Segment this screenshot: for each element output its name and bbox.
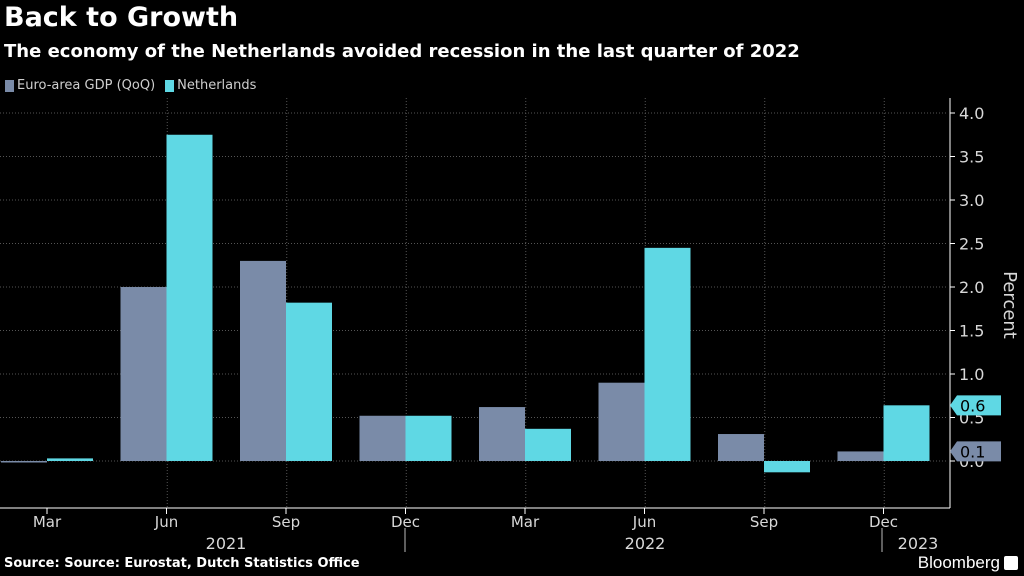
y-tick-label: 2.0	[959, 278, 984, 297]
y-tick-label: 2.5	[959, 235, 984, 254]
y-axis-title: Percent	[999, 271, 1020, 339]
x-tick-label: Dec	[869, 513, 898, 531]
bar-netherlands	[166, 134, 213, 461]
last-value-tag	[950, 441, 1001, 462]
bar-euro	[479, 407, 525, 461]
y-tick-label: 3.0	[959, 191, 984, 210]
bar-euro	[598, 382, 645, 461]
chart-title: Back to Growth	[4, 2, 239, 33]
y-tick-label: 4.0	[959, 104, 984, 123]
y-tick-label: 1.5	[959, 322, 984, 341]
brand-square-icon	[1004, 556, 1018, 570]
bar-netherlands	[47, 458, 93, 461]
bar-euro	[240, 260, 286, 461]
bar-netherlands	[644, 247, 691, 461]
legend-item-netherlands: Netherlands	[165, 78, 256, 93]
bar-netherlands	[286, 302, 332, 461]
bar-euro	[718, 434, 764, 461]
chart-subtitle: The economy of the Netherlands avoided r…	[4, 41, 800, 62]
bar-euro	[837, 451, 884, 461]
last-value-label: 0.1	[960, 442, 985, 461]
last-value-label: 0.6	[960, 396, 985, 415]
year-label: 2021	[206, 534, 247, 553]
legend-swatch-euro	[5, 79, 14, 92]
legend-label-euro: Euro-area GDP (QoQ)	[17, 78, 156, 93]
bar-euro	[359, 415, 406, 461]
legend-label-netherlands: Netherlands	[177, 78, 257, 93]
x-tick-label: Dec	[391, 513, 420, 531]
bar-netherlands	[405, 415, 452, 461]
y-tick-label: 1.0	[959, 365, 984, 384]
source-note: Source: Source: Eurostat, Dutch Statisti…	[4, 556, 360, 571]
bar-netherlands	[764, 461, 810, 473]
x-tick-label: Mar	[33, 513, 62, 531]
y-tick-label: 3.5	[959, 148, 984, 167]
legend-item-euro: Euro-area GDP (QoQ)	[5, 78, 155, 93]
bar-netherlands	[525, 428, 571, 461]
year-label: 2022	[625, 534, 666, 553]
x-tick-label: Sep	[272, 513, 300, 531]
x-tick-label: Jun	[632, 513, 656, 531]
legend: Euro-area GDP (QoQ) Netherlands	[5, 78, 266, 93]
last-value-tag	[950, 395, 1001, 416]
bar-netherlands	[883, 405, 930, 461]
x-tick-label: Sep	[750, 513, 778, 531]
x-tick-label: Jun	[154, 513, 178, 531]
bar-euro	[1, 461, 47, 463]
brand-name: Bloomberg	[917, 553, 1000, 572]
brand-logo: Bloomberg	[918, 553, 1018, 573]
x-tick-label: Mar	[511, 513, 540, 531]
year-label: 2023	[898, 534, 939, 553]
legend-swatch-netherlands	[165, 79, 175, 92]
bar-euro	[120, 287, 167, 461]
